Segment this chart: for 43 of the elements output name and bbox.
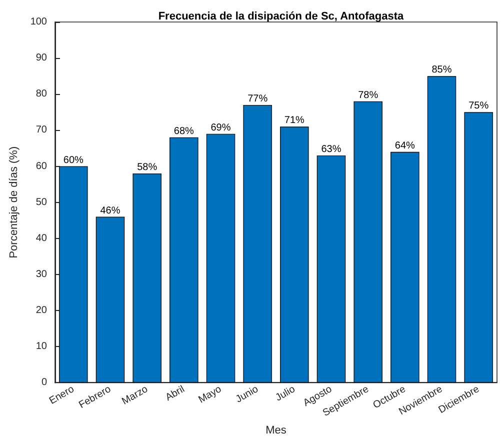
bar (354, 101, 382, 383)
data-label: 63% (321, 144, 342, 155)
y-tick-label: 90 (36, 52, 48, 64)
y-tick-label: 20 (36, 305, 48, 316)
data-label: 68% (174, 126, 194, 137)
data-label: 85% (432, 64, 452, 76)
bar (132, 173, 162, 383)
y-tick-label: 60 (36, 160, 48, 172)
bar (316, 155, 346, 383)
y-tick-label: 10 (36, 341, 48, 352)
y-axis-title: Porcentaje de días (%) (8, 146, 20, 258)
data-label: 58% (137, 162, 158, 173)
y-tick-label: 30 (36, 268, 48, 280)
y-tick-label: 80 (36, 88, 48, 100)
x-axis-title: Mes (266, 424, 287, 436)
data-label: 78% (358, 90, 378, 101)
data-label: 77% (248, 93, 268, 104)
data-label: 71% (284, 115, 305, 126)
data-label: 46% (100, 205, 120, 216)
y-tick-label: 100 (30, 16, 48, 28)
bar (464, 112, 493, 383)
y-tick-label: 70 (36, 124, 48, 136)
bar (280, 126, 309, 383)
x-tick-label: Mayo (196, 384, 224, 406)
x-tick-label: Abril (164, 384, 187, 404)
bar (243, 104, 272, 383)
x-tick-label: Enero (48, 384, 77, 407)
y-tick-label: 40 (36, 232, 48, 244)
y-tick-label: 0 (41, 377, 48, 388)
bar (59, 166, 88, 383)
data-label: 60% (63, 154, 84, 166)
x-tick-label: Junio (234, 384, 261, 406)
bar (170, 137, 198, 383)
bar (427, 76, 456, 383)
x-tick-label: Julio (274, 384, 298, 404)
y-tick-label: 50 (36, 196, 48, 208)
data-label: 75% (468, 100, 489, 112)
data-label: 64% (394, 140, 416, 152)
bar (390, 152, 420, 383)
bar (206, 134, 236, 383)
bar (96, 216, 125, 383)
chart-title: Frecuencia de la disipación de Sc, Antofagasta (158, 10, 405, 22)
data-label: 69% (210, 122, 231, 134)
